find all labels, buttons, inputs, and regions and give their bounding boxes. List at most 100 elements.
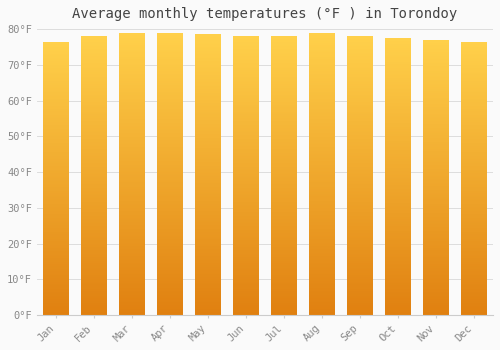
Bar <box>80 163 107 164</box>
Bar <box>156 291 183 293</box>
Bar <box>270 178 297 180</box>
Bar <box>460 237 487 238</box>
Bar <box>194 158 221 159</box>
Bar <box>194 145 221 147</box>
Bar <box>80 156 107 158</box>
Bar <box>118 144 145 146</box>
Bar <box>194 110 221 112</box>
Bar <box>118 199 145 201</box>
Bar <box>270 199 297 201</box>
Bar <box>270 205 297 206</box>
Bar <box>270 201 297 202</box>
Bar <box>270 213 297 215</box>
Bar <box>80 287 107 289</box>
Bar <box>346 46 374 47</box>
Bar <box>42 63 69 65</box>
Bar <box>422 276 450 278</box>
Bar <box>232 186 259 187</box>
Bar <box>156 278 183 280</box>
Bar <box>156 86 183 88</box>
Bar <box>42 284 69 285</box>
Bar <box>422 133 450 135</box>
Bar <box>422 51 450 52</box>
Bar <box>232 122 259 124</box>
Bar <box>346 106 374 107</box>
Bar <box>118 178 145 180</box>
Bar <box>308 110 336 112</box>
Bar <box>194 265 221 266</box>
Bar <box>422 139 450 140</box>
Bar <box>42 93 69 95</box>
Bar <box>346 251 374 252</box>
Bar <box>346 158 374 159</box>
Bar <box>270 107 297 109</box>
Bar <box>346 248 374 250</box>
Bar <box>42 108 69 110</box>
Bar <box>460 282 487 284</box>
Bar <box>156 125 183 126</box>
Bar <box>42 57 69 58</box>
Bar <box>346 219 374 220</box>
Bar <box>346 155 374 156</box>
Bar <box>308 61 336 62</box>
Bar <box>308 182 336 184</box>
Bar <box>42 76 69 77</box>
Bar <box>308 106 336 107</box>
Bar <box>194 214 221 216</box>
Bar <box>346 276 374 278</box>
Bar <box>194 252 221 253</box>
Bar <box>118 270 145 271</box>
Bar <box>460 289 487 290</box>
Bar <box>270 307 297 308</box>
Bar <box>422 69 450 70</box>
Bar <box>308 120 336 121</box>
Bar <box>422 169 450 170</box>
Bar <box>460 144 487 146</box>
Bar <box>384 142 411 143</box>
Bar <box>232 82 259 84</box>
Bar <box>422 312 450 314</box>
Bar <box>346 148 374 149</box>
Bar <box>384 262 411 264</box>
Bar <box>118 72 145 74</box>
Bar <box>308 254 336 256</box>
Bar <box>232 120 259 121</box>
Bar <box>422 107 450 108</box>
Bar <box>118 133 145 134</box>
Bar <box>118 51 145 52</box>
Bar <box>346 304 374 305</box>
Bar <box>118 68 145 69</box>
Bar <box>42 214 69 215</box>
Bar <box>232 278 259 279</box>
Bar <box>42 139 69 140</box>
Bar <box>232 300 259 301</box>
Bar <box>270 280 297 282</box>
Bar <box>42 98 69 99</box>
Bar <box>346 112 374 113</box>
Bar <box>118 126 145 127</box>
Bar <box>384 248 411 250</box>
Bar <box>118 281 145 282</box>
Bar <box>308 86 336 88</box>
Bar <box>42 301 69 303</box>
Bar <box>422 246 450 248</box>
Bar <box>270 241 297 243</box>
Bar <box>346 234 374 236</box>
Bar <box>384 150 411 152</box>
Bar <box>232 273 259 275</box>
Bar <box>422 128 450 129</box>
Bar <box>80 311 107 312</box>
Bar <box>384 256 411 257</box>
Bar <box>270 99 297 100</box>
Bar <box>308 216 336 218</box>
Bar <box>118 241 145 243</box>
Bar <box>194 99 221 100</box>
Bar <box>460 172 487 173</box>
Bar <box>270 308 297 309</box>
Bar <box>384 107 411 108</box>
Bar <box>308 267 336 268</box>
Bar <box>80 183 107 184</box>
Bar <box>308 301 336 302</box>
Bar <box>384 52 411 53</box>
Bar <box>118 139 145 140</box>
